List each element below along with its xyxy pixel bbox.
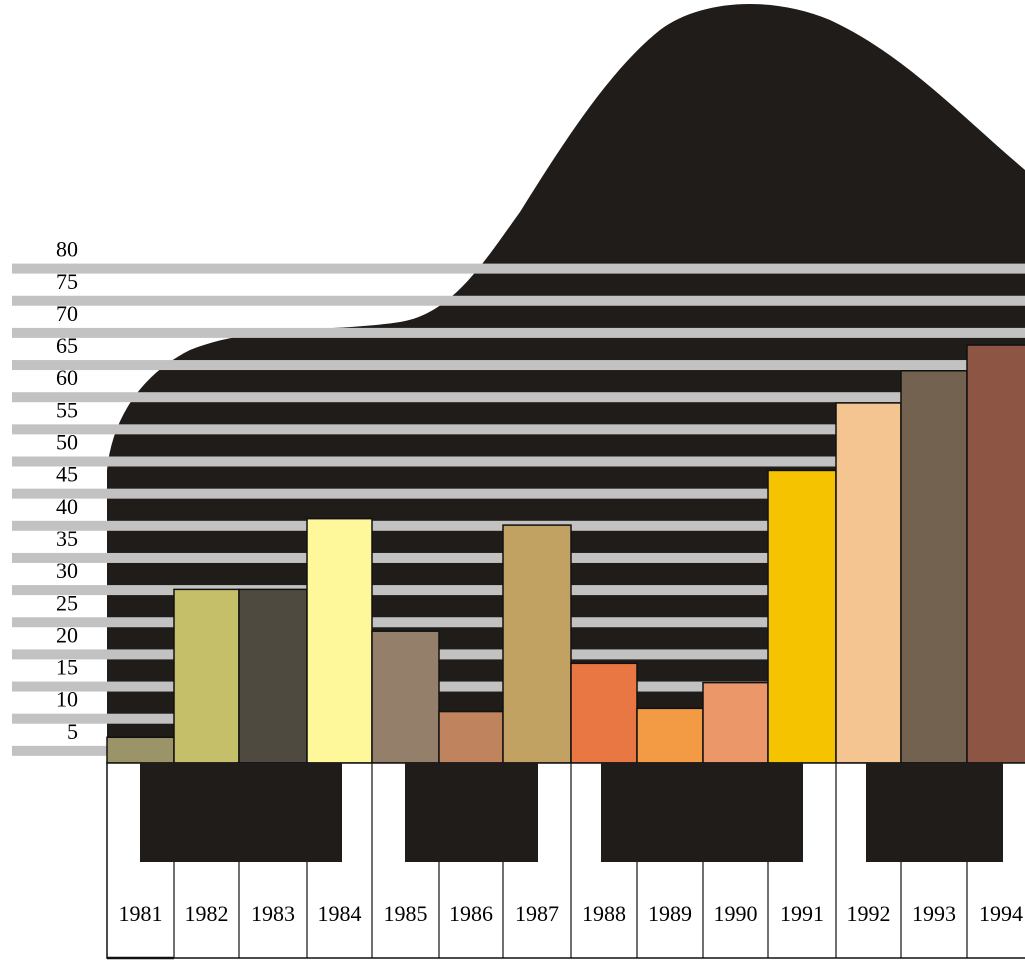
bar-1984 [306, 517, 373, 764]
gridline-75 [12, 295, 1025, 306]
bar-1989 [636, 707, 704, 764]
y-axis-tick-labels: 5 10 15 20 25 30 35 40 45 50 55 60 65 70 75 80 [56, 237, 78, 744]
x-tick-label-1987: 1987 [515, 901, 559, 926]
bars [106, 344, 1025, 764]
x-tick-label-1983: 1983 [251, 901, 295, 926]
y-tick-label-30: 30 [56, 558, 78, 583]
x-tick-label-1982: 1982 [185, 901, 229, 926]
black-key-group-1 [140, 763, 342, 862]
x-tick-label-1990: 1990 [714, 901, 758, 926]
bar-1983 [238, 588, 308, 764]
x-tick-label-1988: 1988 [582, 901, 626, 926]
black-key-group-3 [601, 763, 803, 862]
bar-1990 [702, 681, 769, 764]
y-tick-label-70: 70 [56, 301, 78, 326]
bar-1985 [371, 630, 440, 764]
x-tick-label-1992: 1992 [847, 901, 891, 926]
black-key-group-2 [405, 763, 538, 862]
x-axis-tick-labels: 1981 1982 1983 1984 1985 1986 1987 1988 1989 1990… [119, 901, 1024, 926]
y-tick-label-80: 80 [56, 237, 78, 262]
gridline-70 [12, 327, 1025, 338]
y-tick-label-5: 5 [67, 719, 78, 744]
gridline-55 [12, 424, 1025, 435]
black-key-group-4 [866, 763, 1003, 862]
bar-1991 [767, 469, 837, 764]
gridline-60 [12, 392, 1025, 403]
y-tick-label-55: 55 [56, 397, 78, 422]
gridline-50 [12, 456, 1025, 467]
y-tick-label-25: 25 [56, 590, 78, 615]
bar-1981 [106, 736, 175, 764]
y-tick-label-35: 35 [56, 526, 78, 551]
bar-1988 [570, 662, 638, 764]
y-tick-label-75: 75 [56, 269, 78, 294]
bar-1993 [900, 370, 968, 764]
y-tick-label-45: 45 [56, 462, 78, 487]
y-tick-label-40: 40 [56, 494, 78, 519]
y-tick-label-60: 60 [56, 365, 78, 390]
bar-1987 [502, 524, 572, 764]
bar-1994 [966, 344, 1025, 764]
x-tick-label-1986: 1986 [449, 901, 493, 926]
bar-1986 [438, 710, 504, 764]
x-tick-label-1991: 1991 [780, 901, 824, 926]
x-tick-label-1994: 1994 [979, 901, 1023, 926]
x-tick-label-1993: 1993 [912, 901, 956, 926]
y-tick-label-50: 50 [56, 430, 78, 455]
y-tick-label-10: 10 [56, 687, 78, 712]
y-tick-label-65: 65 [56, 333, 78, 358]
x-tick-label-1985: 1985 [384, 901, 428, 926]
gridline-45 [12, 488, 1025, 499]
gridline-80 [12, 263, 1025, 274]
y-tick-label-15: 15 [56, 655, 78, 680]
bar-1982 [173, 588, 240, 764]
piano-keys [106, 762, 1025, 960]
gridline-65 [12, 360, 1025, 371]
x-tick-label-1981: 1981 [119, 901, 163, 926]
x-tick-label-1984: 1984 [318, 901, 362, 926]
x-tick-label-1989: 1989 [648, 901, 692, 926]
y-tick-label-20: 20 [56, 622, 78, 647]
bar-1992 [835, 402, 902, 764]
